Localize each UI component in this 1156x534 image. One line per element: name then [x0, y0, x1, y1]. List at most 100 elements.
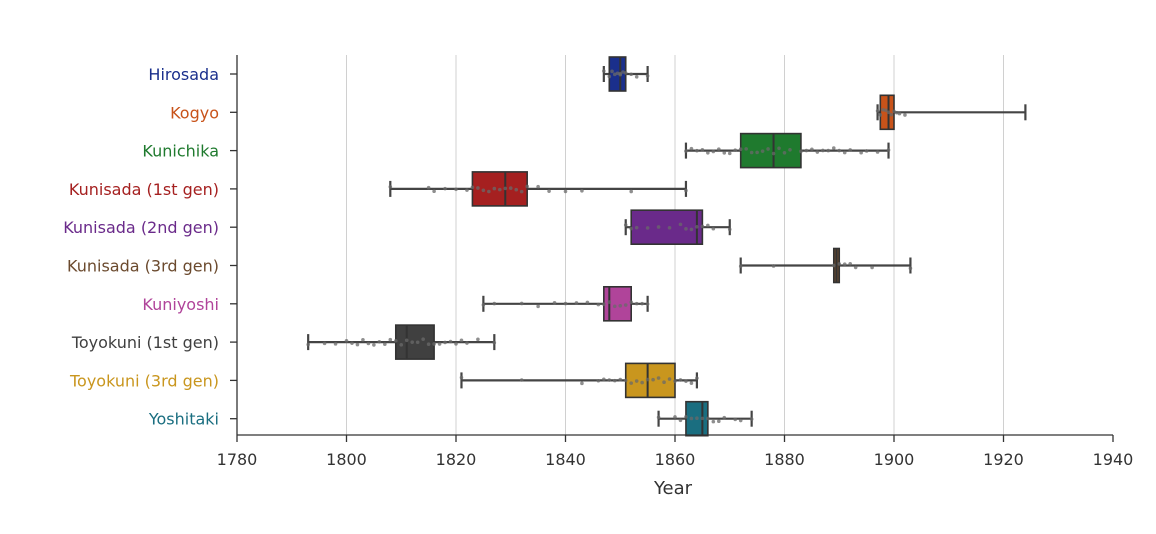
data-point — [580, 381, 584, 386]
data-point — [695, 225, 699, 229]
x-axis-title: Year — [653, 478, 693, 499]
data-point — [782, 150, 787, 155]
data-point — [525, 184, 529, 189]
data-point — [673, 379, 677, 383]
data-point — [760, 149, 765, 153]
data-point — [563, 301, 568, 306]
data-point — [634, 75, 639, 79]
data-point — [443, 340, 447, 345]
data-point — [404, 338, 409, 343]
data-point — [454, 187, 458, 192]
data-point — [355, 342, 360, 347]
data-point — [883, 108, 888, 113]
data-point — [563, 189, 568, 194]
data-point — [678, 222, 683, 227]
category-label: Kunisada (1st gen) — [69, 180, 219, 199]
data-point — [689, 381, 694, 385]
data-point — [519, 189, 524, 194]
data-point — [547, 189, 551, 193]
data-point — [908, 266, 913, 271]
data-point — [821, 148, 825, 153]
data-point — [864, 149, 869, 153]
data-point — [618, 303, 623, 308]
x-tick-label: 1940 — [1093, 450, 1134, 469]
data-point — [689, 146, 694, 151]
data-point — [602, 377, 606, 382]
data-point — [640, 301, 644, 306]
data-point — [645, 377, 650, 382]
data-point — [536, 304, 540, 309]
data-point — [514, 187, 519, 192]
box — [624, 362, 676, 399]
data-point — [465, 188, 469, 192]
data-point — [618, 377, 623, 382]
data-point — [656, 376, 661, 380]
data-point — [383, 342, 387, 347]
box — [394, 324, 435, 360]
data-point — [333, 342, 338, 346]
data-point — [623, 223, 628, 227]
data-point — [886, 148, 891, 152]
data-point — [771, 264, 776, 268]
data-point — [711, 226, 716, 231]
series-row — [602, 56, 650, 92]
data-point — [717, 147, 721, 152]
data-point — [755, 150, 759, 155]
data-point — [700, 416, 705, 421]
data-point — [727, 151, 732, 156]
data-point — [695, 416, 699, 421]
data-point — [607, 378, 612, 382]
data-point — [859, 150, 863, 155]
data-point — [410, 340, 415, 344]
data-point — [612, 72, 617, 77]
data-point — [350, 341, 354, 345]
data-point — [848, 261, 852, 266]
category-label: Hirosada — [148, 65, 219, 84]
data-point — [810, 147, 814, 152]
data-point — [503, 186, 508, 191]
data-point — [361, 337, 365, 342]
data-point — [842, 262, 847, 266]
category-label: Yoshitaki — [148, 410, 219, 429]
data-point — [629, 189, 633, 194]
data-point — [487, 189, 491, 194]
data-point — [656, 225, 661, 229]
data-point — [695, 376, 699, 380]
data-point — [881, 107, 885, 112]
data-point — [426, 185, 431, 190]
data-point — [722, 415, 727, 420]
data-point — [875, 150, 880, 154]
data-point — [886, 110, 891, 115]
data-point — [894, 110, 899, 115]
data-point — [667, 225, 672, 230]
data-point — [640, 380, 644, 385]
data-point — [476, 337, 480, 342]
series-row — [623, 209, 732, 245]
data-point — [377, 339, 382, 344]
series-row — [459, 362, 699, 399]
data-point — [426, 342, 431, 347]
data-point — [596, 378, 601, 383]
data-point — [618, 72, 623, 77]
data-point — [788, 147, 792, 152]
data-point — [815, 150, 820, 154]
data-point — [678, 378, 683, 382]
category-label: Kogyo — [170, 103, 219, 122]
x-tick-label: 1880 — [764, 450, 805, 469]
data-point — [481, 303, 486, 307]
data-point — [870, 265, 874, 270]
category-label: Kunisada (3rd gen) — [67, 257, 219, 276]
axes: 1780 1800 1820 1840 1860 1880 1900 1920 1940 Hiro… — [63, 55, 1133, 469]
data-point — [607, 74, 612, 79]
data-point — [889, 112, 894, 117]
box — [739, 132, 802, 169]
category-label: Kuniyoshi — [142, 295, 219, 314]
data-point — [574, 301, 579, 305]
series-row — [684, 132, 891, 169]
data-point — [799, 149, 803, 154]
data-point — [454, 342, 458, 346]
box — [630, 209, 704, 245]
series-row — [388, 171, 688, 207]
data-point — [465, 341, 469, 345]
data-point — [837, 148, 842, 153]
